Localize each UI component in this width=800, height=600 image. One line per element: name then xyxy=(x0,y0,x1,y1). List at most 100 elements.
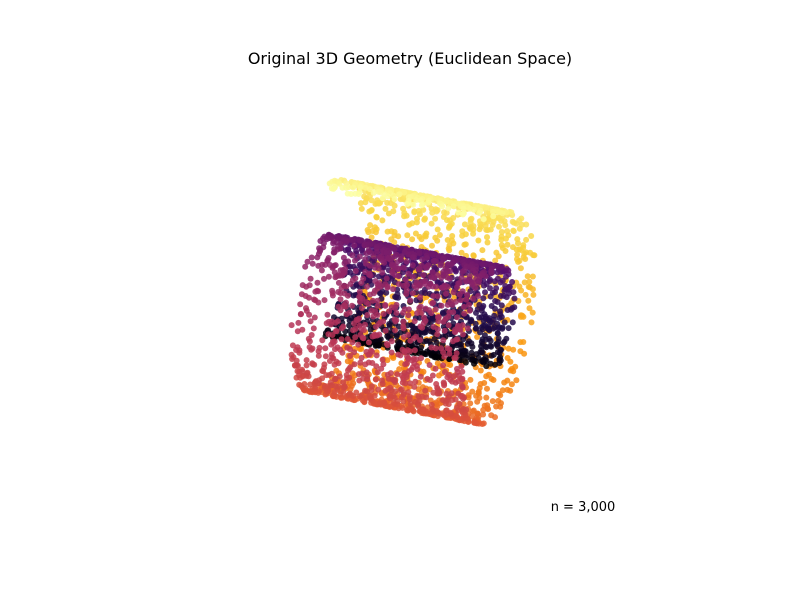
scatter-point xyxy=(386,308,393,315)
scatter-point xyxy=(364,312,371,318)
scatter-point xyxy=(374,197,381,204)
scatter-point xyxy=(441,327,448,334)
scatter-point xyxy=(369,360,376,366)
scatter-point xyxy=(508,209,515,216)
scatter-point xyxy=(338,336,345,343)
scatter-point xyxy=(387,391,394,398)
scatter-point xyxy=(296,381,303,388)
scatter-point xyxy=(441,284,448,291)
scatter-point xyxy=(399,404,406,411)
scatter-point xyxy=(420,272,427,279)
scatter-point xyxy=(349,252,356,259)
scatter-point xyxy=(472,284,479,291)
scatter-point xyxy=(492,361,499,368)
scatter-point xyxy=(465,394,472,401)
scatter-point xyxy=(492,305,498,312)
scatter-point xyxy=(496,350,503,356)
scatter-point xyxy=(350,237,356,244)
scatter-point xyxy=(435,314,442,320)
scatter-point xyxy=(483,363,490,370)
scatter-point xyxy=(453,350,460,357)
scatter-point xyxy=(419,324,426,331)
scatter-point xyxy=(487,337,494,344)
scatter-point xyxy=(434,293,441,300)
scatter-point xyxy=(302,263,309,270)
scatter-point xyxy=(414,310,421,317)
scatter-point xyxy=(433,283,439,290)
scatter-point xyxy=(434,326,441,333)
scatter-point xyxy=(392,305,398,311)
scatter-point xyxy=(499,325,506,332)
scatter-point xyxy=(443,407,450,414)
scatter-point xyxy=(383,275,390,282)
scatter-point xyxy=(448,237,455,244)
scatter-point xyxy=(314,279,321,286)
scatter-point xyxy=(447,362,454,368)
scatter-point xyxy=(304,369,311,376)
scatter-point xyxy=(472,320,479,327)
scatter-point xyxy=(362,387,369,394)
scatter-point xyxy=(358,392,365,399)
scatter-point xyxy=(494,330,501,337)
scatter-point xyxy=(510,289,517,296)
scatter-point xyxy=(407,380,414,387)
scatter-point xyxy=(366,262,373,269)
scatter-point xyxy=(521,279,528,286)
scatter-point xyxy=(425,199,432,206)
scatter-point xyxy=(491,312,498,319)
scatter-point xyxy=(480,411,487,418)
scatter-point xyxy=(513,377,520,384)
scatter-point xyxy=(487,226,494,233)
scatter-point xyxy=(508,381,515,388)
scatter-point xyxy=(295,319,302,326)
scatter-point xyxy=(334,318,341,325)
scatter-point xyxy=(346,309,353,316)
scatter-point xyxy=(370,290,377,297)
scatter-point xyxy=(384,357,391,364)
scatter-point xyxy=(356,315,362,322)
scatter-point xyxy=(376,331,383,338)
scatter-point xyxy=(355,191,362,197)
scatter-point xyxy=(372,342,379,349)
scatter-point xyxy=(441,353,448,360)
scatter-point xyxy=(374,297,381,304)
scatter-point xyxy=(449,301,456,308)
scatter-point xyxy=(463,278,470,285)
scatter-point xyxy=(372,224,378,231)
scatter-point xyxy=(522,291,529,298)
scatter-point xyxy=(485,406,492,413)
scatter-point xyxy=(404,360,410,367)
scatter-point xyxy=(427,377,433,383)
scatter-point xyxy=(484,385,490,392)
scatter-point xyxy=(488,343,495,350)
scatter-point xyxy=(474,398,481,405)
scatter-point xyxy=(352,257,358,264)
scatter-point xyxy=(335,383,342,390)
scatter-point xyxy=(358,346,365,352)
scatter-point xyxy=(382,302,389,309)
scatter-point xyxy=(341,260,348,267)
scatter-point xyxy=(475,279,482,286)
scatter-point xyxy=(454,314,461,321)
scatter-point xyxy=(483,394,490,401)
scatter-point xyxy=(303,357,310,364)
scatter-point xyxy=(464,292,471,298)
scatter-point xyxy=(511,304,518,311)
scatter-point xyxy=(358,205,365,212)
scatter-point xyxy=(470,295,476,302)
scatter-point xyxy=(393,317,400,324)
scatter-point xyxy=(509,218,516,225)
scatter-point xyxy=(429,242,435,249)
scatter-point xyxy=(456,291,463,298)
scatter-point xyxy=(309,360,316,367)
scatter-point xyxy=(435,318,442,325)
scatter-point xyxy=(458,382,465,389)
scatter-point xyxy=(477,367,484,374)
scatter-point xyxy=(529,309,536,316)
scatter-point xyxy=(349,302,355,309)
scatter-point xyxy=(466,307,473,314)
scatter-point xyxy=(379,195,386,202)
scatter-point xyxy=(458,249,465,256)
scatter-point xyxy=(514,251,521,258)
scatter-point xyxy=(308,332,315,338)
